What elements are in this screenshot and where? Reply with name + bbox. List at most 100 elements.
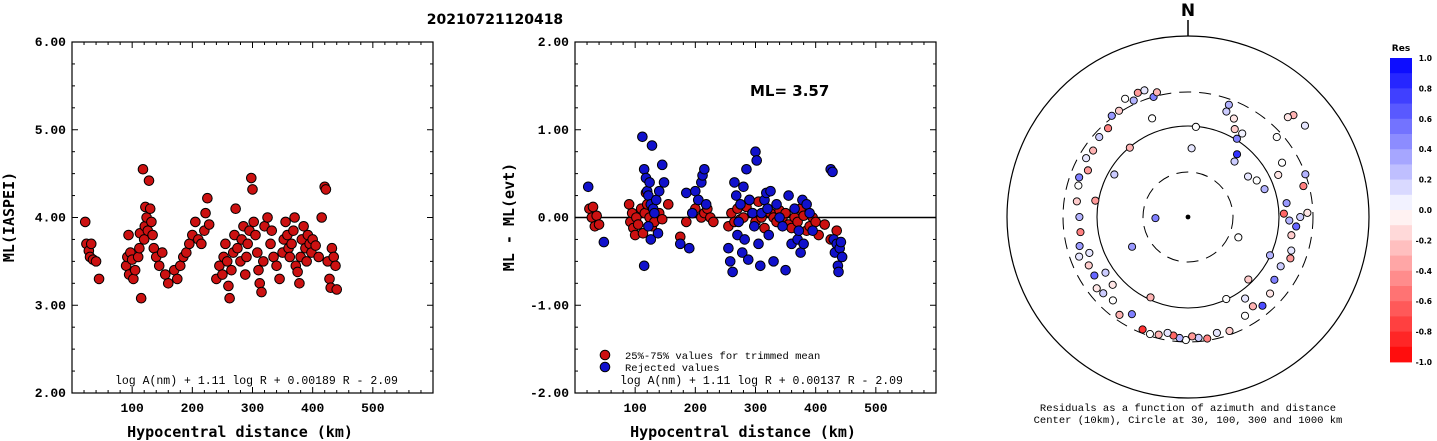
data-point [646,140,658,151]
data-point [777,220,788,232]
data-point [724,256,736,267]
colorbar-tick-label: -0.2 [1416,236,1432,245]
y-tick-label: 1.00 [538,123,569,138]
station-point [1099,289,1108,298]
data-point [144,203,156,215]
data-point [632,219,644,230]
station-point [1230,125,1239,134]
ring-100km [1096,125,1280,309]
data-point [730,190,742,201]
data-point [123,229,134,241]
station-point [1076,228,1085,237]
colorbar-cell [1390,179,1412,196]
data-point [742,254,754,265]
data-point [733,216,744,228]
data-point [162,278,174,289]
data-point [656,213,668,225]
data-point [316,212,327,223]
ring-1000km [1006,35,1370,399]
station-point [1151,214,1160,223]
x-axis-label: Hypocentral distance (km) [127,423,353,441]
data-point [593,219,605,230]
station-point [1152,88,1161,97]
station-point [1260,185,1269,194]
colorbar-cell [1390,255,1412,272]
data-point [258,256,269,267]
colorbar-cell [1390,118,1412,135]
north-label: N [1181,1,1195,21]
data-point [271,260,282,272]
data-point [810,216,821,228]
station-point [1265,251,1275,260]
station-point [1085,248,1094,257]
data-point [328,251,340,263]
y-axis-ticks: -2.00 -1.00 0.00 1.00 2.00 [530,35,936,401]
station-point [1121,94,1130,103]
data-point [232,242,243,254]
station-point [1240,311,1250,320]
station-point [1115,310,1124,319]
colorbar-cell [1390,270,1412,287]
legend-marker-trimmed [599,349,611,361]
colorbar-cell [1390,240,1412,256]
y-tick-label: 5.00 [35,123,66,138]
data-point [637,131,648,143]
station-point [1238,129,1247,138]
colorbar-cell [1390,210,1412,226]
data-point [653,185,665,197]
data-point [320,184,332,195]
station-point [1108,296,1117,305]
data-point [202,192,213,204]
data-point [252,247,263,258]
data-point [128,273,139,285]
data-point [239,269,251,280]
chart-title: 20210721120418 [427,12,563,28]
data-point [241,251,252,263]
station-point [1270,275,1279,284]
legend-marker-rejected [599,361,611,373]
colorbar-tick-label: -1.0 [1416,358,1432,367]
x-axis-ticks: 100 200 300 400 500 [574,42,937,416]
data-point [735,199,746,210]
x-tick-label: 200 [181,401,205,416]
data-point [226,264,237,276]
y-tick-label: 3.00 [35,298,66,313]
colorbar-cell [1390,316,1412,332]
station-point [1300,121,1310,130]
station-point [1146,293,1155,302]
station-point [1258,301,1267,310]
data-point [196,238,207,250]
center-dot [1185,214,1191,220]
data-point [750,146,761,157]
data-point [827,166,838,178]
data-point [220,238,231,250]
data-point [330,260,341,272]
data-point [652,227,664,239]
station-point [1138,325,1147,334]
data-point [324,273,335,285]
ring-30km [1142,171,1234,263]
data-point [643,220,654,232]
colorbar-tick-label: -0.6 [1416,297,1432,306]
station-point [1095,133,1104,142]
residual-colorbar: Res 1.0 0.8 0.6 0.4 0.2 0.0 -0.2 -0.4 -0.6 -0.8 -1… [1390,44,1432,367]
y-axis-label: ML(IASPEI) [0,172,18,262]
data-point [85,238,97,250]
data-point [771,199,782,210]
data-point [638,163,650,175]
data-point [245,172,257,184]
data-point [331,284,343,295]
station-point [1225,326,1234,336]
station-point [1075,252,1084,261]
data-point [190,216,201,228]
data-point [674,238,686,250]
data-point [755,260,766,272]
data-point [221,256,233,267]
station-point [1278,158,1287,167]
station-point [1285,216,1294,225]
station-point [1101,268,1110,277]
data-point [748,220,760,232]
station-point [1272,133,1281,142]
station-point [1072,197,1081,206]
